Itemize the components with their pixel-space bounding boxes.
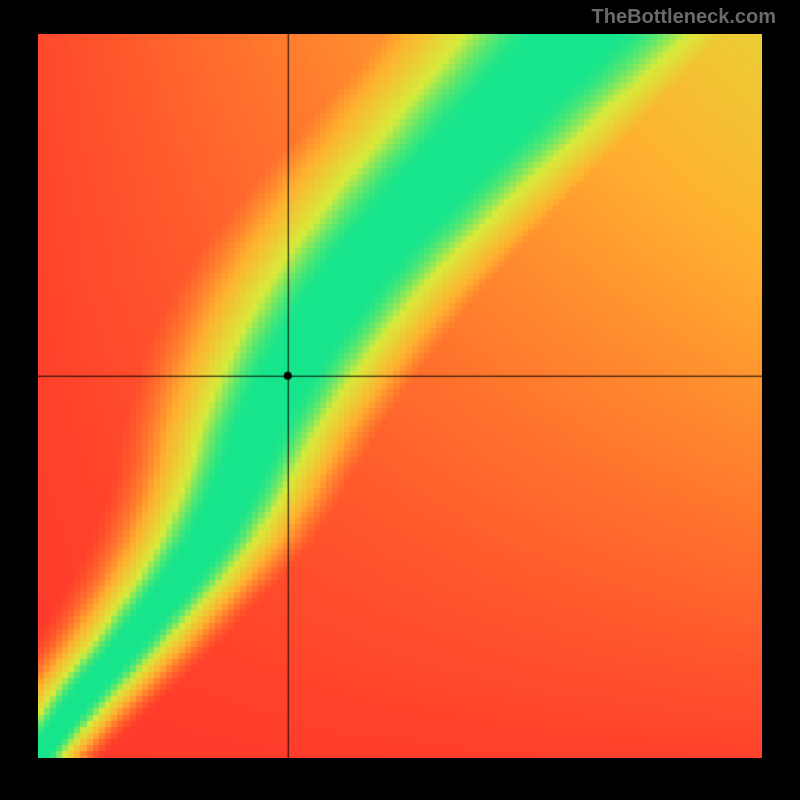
attribution-text: TheBottleneck.com — [592, 6, 776, 29]
chart-container: TheBottleneck.com — [0, 0, 800, 800]
heatmap-plot — [38, 34, 762, 758]
heatmap-canvas — [38, 34, 762, 758]
